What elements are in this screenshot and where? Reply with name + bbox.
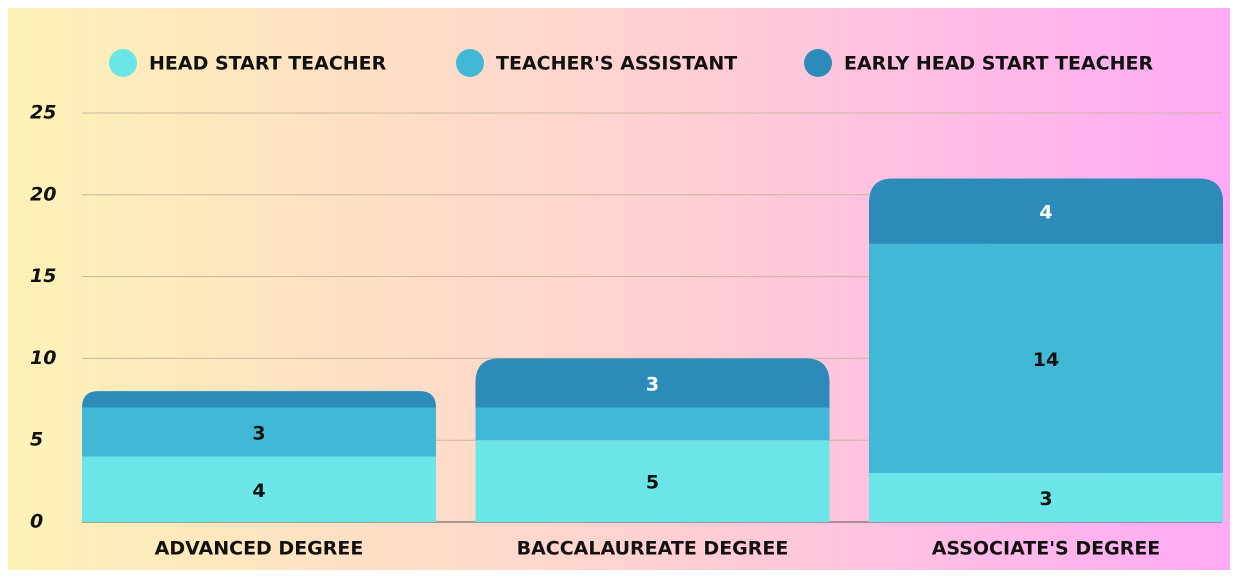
- bar-segment: [82, 407, 436, 457]
- y-tick-label: 25: [30, 102, 56, 124]
- data-label: 14: [1033, 349, 1059, 371]
- bar-segment: [82, 456, 436, 522]
- bar-segment: [475, 440, 830, 522]
- bar-segment: [475, 358, 830, 408]
- legend-label: TEACHER'S ASSISTANT: [496, 53, 737, 75]
- legend-label: EARLY HEAD START TEACHER: [844, 53, 1154, 75]
- legend-swatch: [109, 49, 137, 77]
- data-label: 4: [1039, 202, 1052, 224]
- y-tick-label: 0: [30, 511, 43, 533]
- bar-segment: [869, 472, 1223, 522]
- legend-label: HEAD START TEACHER: [149, 53, 387, 75]
- bar-segment: [869, 178, 1223, 244]
- data-label: 3: [646, 373, 659, 395]
- data-label: 5: [646, 472, 659, 494]
- legend-swatch: [804, 49, 832, 77]
- bar-segment: [869, 243, 1223, 473]
- x-tick-label: BACCALAUREATE DEGREE: [517, 538, 789, 560]
- y-tick-label: 15: [30, 265, 56, 287]
- bar-segment: [475, 407, 830, 441]
- legend-swatch: [456, 49, 484, 77]
- bar-segment: [82, 391, 436, 408]
- data-label: 3: [252, 423, 265, 445]
- data-label: 3: [1039, 488, 1052, 510]
- y-tick-label: 10: [30, 347, 56, 369]
- y-tick-label: 20: [30, 183, 56, 205]
- data-label: 4: [252, 480, 265, 502]
- y-tick-label: 5: [30, 429, 43, 451]
- x-tick-label: ADVANCED DEGREE: [155, 538, 364, 560]
- x-tick-label: ASSOCIATE'S DEGREE: [932, 538, 1161, 560]
